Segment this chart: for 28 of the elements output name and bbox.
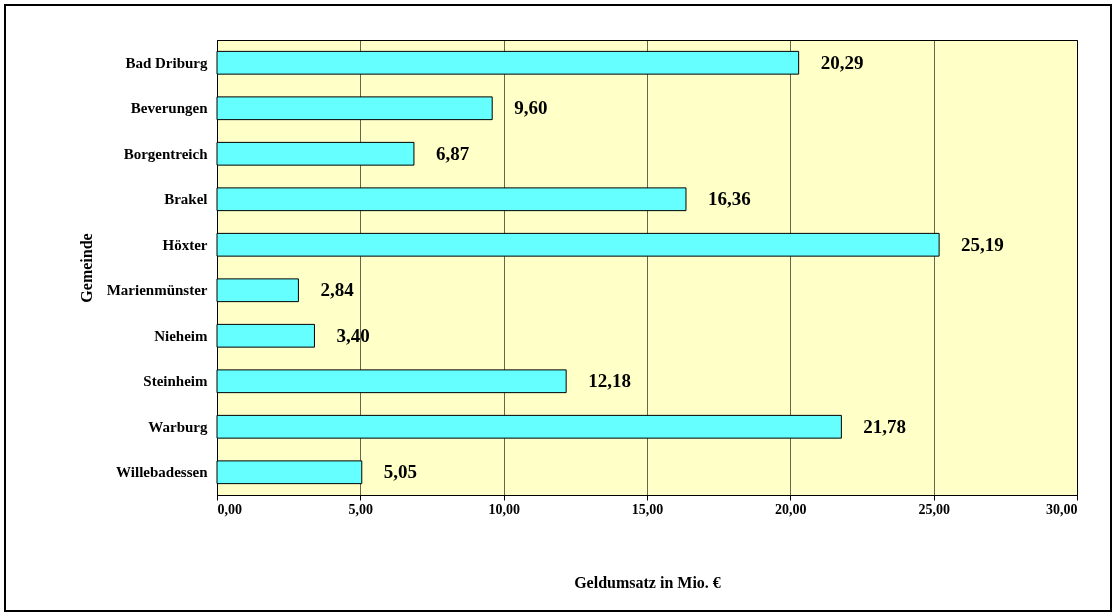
y-axis-title: Gemeinde	[77, 233, 95, 303]
data-label: 12,18	[588, 370, 631, 392]
data-label: 6,87	[435, 142, 470, 164]
x-axis-title: Geldumsatz in Mio. €	[574, 573, 721, 591]
data-label: 5,05	[383, 461, 418, 483]
x-tick-label: 30,00	[1046, 501, 1078, 517]
x-tick-label: 20,00	[775, 501, 807, 517]
y-tick-label: Beverungen	[130, 100, 209, 117]
y-tick-label: Steinheim	[143, 373, 208, 390]
data-label: 9,60	[514, 97, 548, 119]
y-tick-label: Nieheim	[154, 327, 208, 344]
x-tick-label: 10,00	[488, 501, 520, 517]
data-label: 25,19	[961, 233, 1004, 255]
y-tick-label: Höxter	[162, 236, 208, 253]
y-tick-label: Marienmünster	[106, 282, 208, 299]
data-label: 2,84	[320, 279, 355, 301]
data-label: 16,36	[707, 188, 751, 210]
x-tick-label: 25,00	[918, 501, 950, 517]
data-label: 20,29	[820, 51, 864, 73]
y-tick-label: Willebadessen	[116, 464, 209, 481]
y-tick-label: Bad Driburg	[125, 54, 208, 71]
y-tick-label: Borgentreich	[123, 145, 209, 162]
x-tick-label: 0,00	[217, 501, 242, 517]
data-label: 21,78	[863, 415, 907, 437]
y-tick-label: Brakel	[164, 191, 208, 208]
y-tick-label: Warburg	[148, 418, 208, 435]
x-tick-label: 15,00	[631, 501, 664, 517]
x-tick-label: 5,00	[348, 501, 374, 517]
